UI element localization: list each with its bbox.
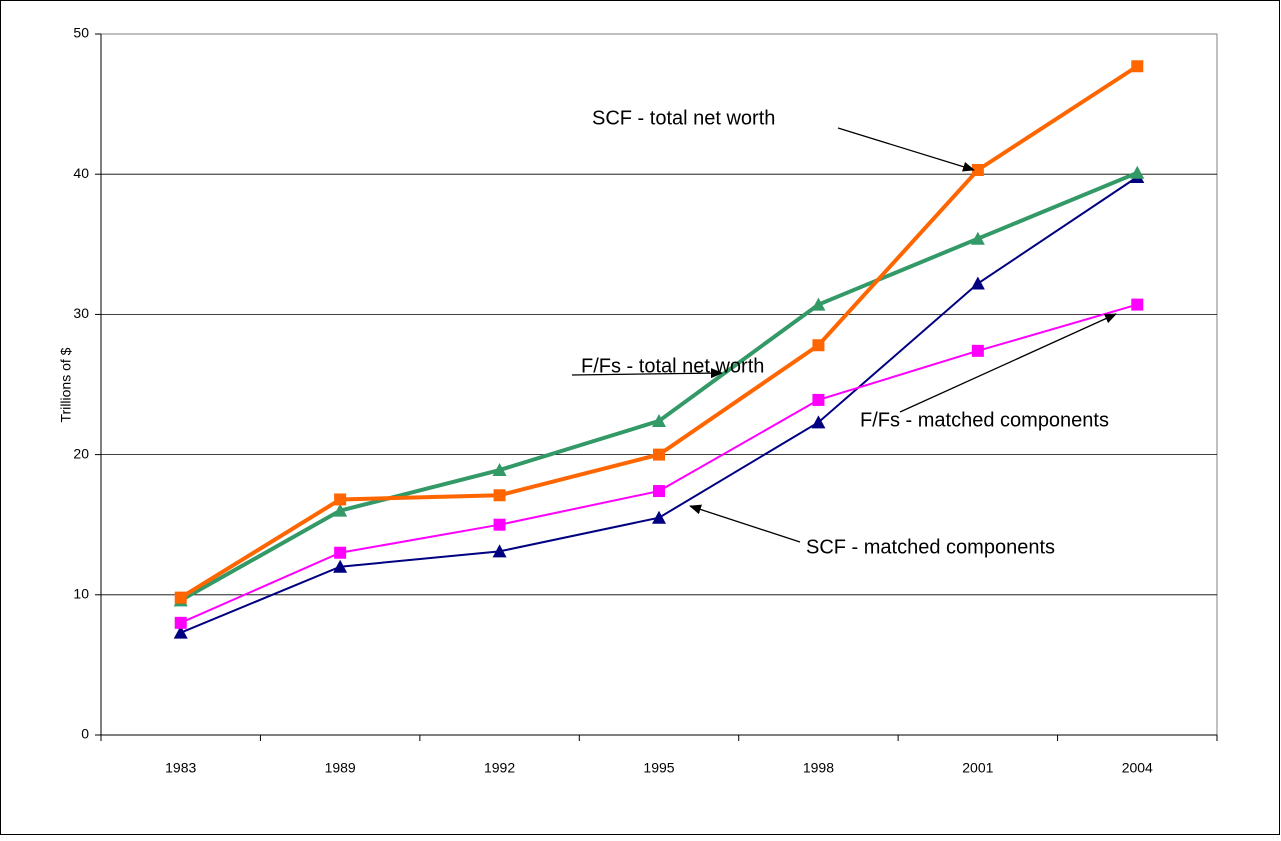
marker	[174, 591, 187, 604]
marker	[811, 415, 826, 429]
marker	[970, 276, 985, 290]
marker	[493, 518, 506, 531]
y-tick-label: 40	[73, 165, 89, 181]
marker	[652, 413, 666, 427]
marker	[333, 503, 348, 517]
x-tick-label: 1989	[325, 760, 356, 776]
annotation-arrow	[899, 313, 1117, 413]
marker	[492, 463, 507, 477]
y-tick-label: 20	[73, 445, 89, 461]
marker	[812, 393, 825, 406]
y-tick-label: 10	[73, 586, 89, 602]
x-tick-label: 1995	[643, 760, 674, 776]
marker	[174, 616, 187, 629]
marker	[333, 559, 348, 573]
marker	[173, 625, 188, 639]
annotation-arrow	[571, 368, 723, 379]
marker	[971, 344, 984, 357]
marker	[1131, 60, 1144, 73]
marker	[653, 485, 665, 498]
x-tick-label: 1983	[165, 760, 196, 776]
marker	[493, 489, 506, 502]
marker	[334, 493, 347, 506]
x-tick-label: 2001	[962, 760, 993, 776]
x-tick-label: 2004	[1122, 760, 1153, 776]
annotation: F/Fs - matched components	[860, 409, 1109, 431]
x-tick-label: 1992	[484, 760, 515, 776]
annotation: SCF - total net worth	[592, 107, 775, 129]
marker	[334, 546, 347, 559]
y-tick-label: 30	[73, 305, 89, 321]
y-tick-label: 50	[73, 25, 89, 41]
annotation-arrow	[689, 504, 801, 543]
marker	[812, 339, 825, 352]
x-tick-label: 1998	[803, 760, 834, 776]
marker	[1131, 298, 1144, 311]
y-axis-label: Trillions of $	[58, 347, 74, 422]
marker	[811, 297, 826, 311]
y-tick-label: 0	[81, 726, 89, 742]
annotation: SCF - matched components	[806, 536, 1055, 558]
annotation-arrow	[837, 127, 975, 172]
marker	[652, 510, 666, 524]
marker	[492, 544, 507, 558]
marker	[970, 231, 985, 245]
marker	[653, 448, 665, 461]
marker	[1130, 165, 1145, 179]
